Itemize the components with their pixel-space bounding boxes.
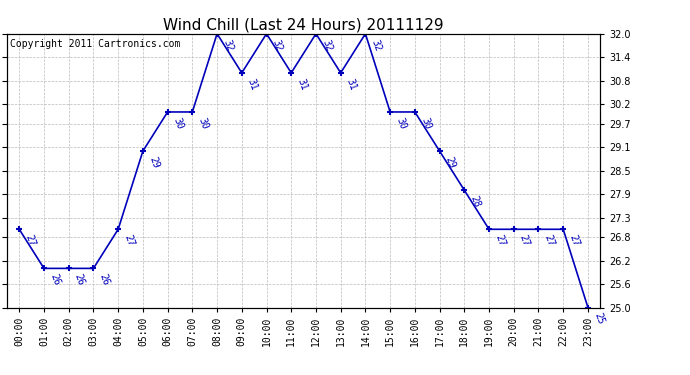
Text: 32: 32 <box>270 38 284 52</box>
Text: 30: 30 <box>394 116 408 130</box>
Text: 30: 30 <box>172 116 185 130</box>
Text: 26: 26 <box>97 273 111 287</box>
Text: 26: 26 <box>48 273 61 287</box>
Text: 27: 27 <box>493 234 506 248</box>
Text: 30: 30 <box>197 116 210 130</box>
Text: 31: 31 <box>246 77 259 92</box>
Text: 32: 32 <box>320 38 333 52</box>
Text: Copyright 2011 Cartronics.com: Copyright 2011 Cartronics.com <box>10 39 180 49</box>
Text: 29: 29 <box>444 155 457 170</box>
Title: Wind Chill (Last 24 Hours) 20111129: Wind Chill (Last 24 Hours) 20111129 <box>164 18 444 33</box>
Text: 31: 31 <box>345 77 358 92</box>
Text: 32: 32 <box>221 38 235 52</box>
Text: 27: 27 <box>518 234 531 248</box>
Text: 28: 28 <box>469 194 482 209</box>
Text: 29: 29 <box>147 155 161 170</box>
Text: 27: 27 <box>23 234 37 248</box>
Text: 31: 31 <box>295 77 309 92</box>
Text: 27: 27 <box>122 234 136 248</box>
Text: 32: 32 <box>370 38 383 52</box>
Text: 25: 25 <box>592 312 606 326</box>
Text: 27: 27 <box>567 234 581 248</box>
Text: 26: 26 <box>73 273 86 287</box>
Text: 27: 27 <box>542 234 556 248</box>
Text: 30: 30 <box>419 116 433 130</box>
